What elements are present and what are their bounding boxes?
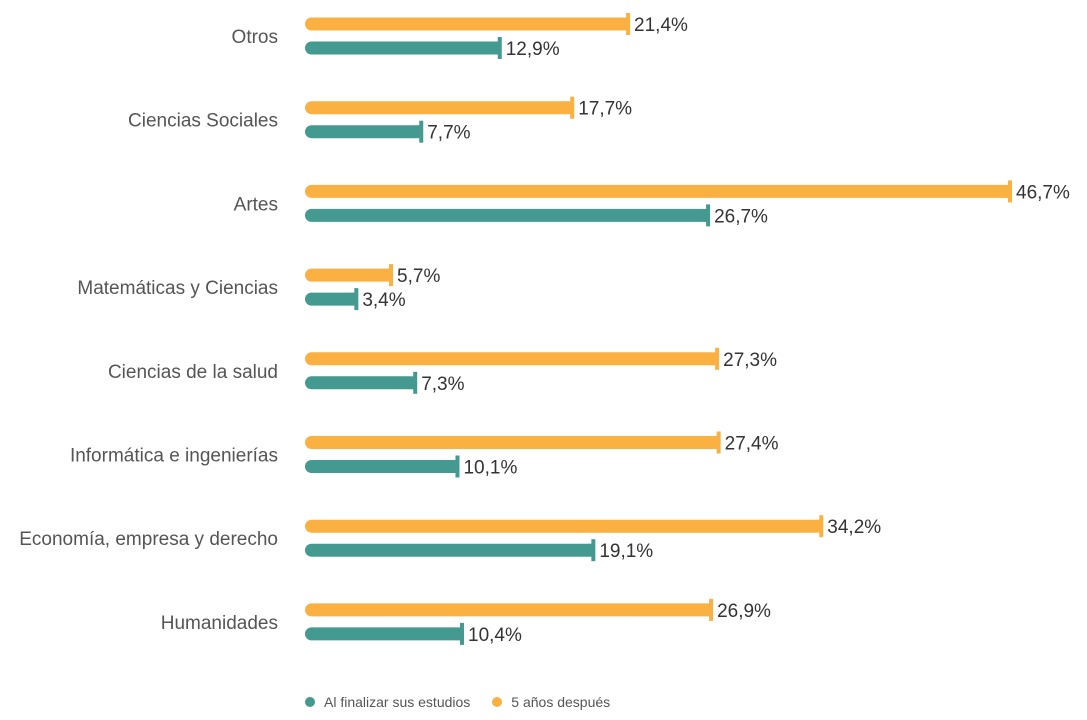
bar-end-series2-otros — [622, 17, 629, 31]
bar-tick-series1-otros — [497, 37, 502, 59]
bar-tick-series2-matematicas-y-ciencias — [389, 264, 394, 287]
data-label-series2-economia-empresa-y-derecho: 34,2% — [827, 517, 881, 538]
bar-end-series1-informatica-e-ingenierias — [451, 460, 458, 473]
bar-tick-series1-economia-empresa-y-derecho — [591, 539, 596, 562]
bar-tick-series1-ciencias-de-la-salud — [413, 371, 418, 394]
bar-series1-ciencias-sociales — [305, 125, 422, 139]
bar-tick-series2-otros — [626, 13, 631, 35]
bar-end-series1-matematicas-y-ciencias — [350, 292, 357, 306]
data-label-series2-ciencias-de-la-salud: 27,3% — [723, 350, 777, 371]
bar-tick-series1-matematicas-y-ciencias — [354, 288, 359, 311]
bar-tick-series2-economia-empresa-y-derecho — [819, 515, 824, 538]
bar-end-series1-economia-empresa-y-derecho — [587, 543, 594, 557]
legend-dot-icon-series2 — [492, 697, 503, 707]
bar-tick-series1-artes — [706, 204, 711, 227]
bar-series1-ciencias-de-la-salud — [305, 376, 416, 390]
category-label-economia-empresa-y-derecho: Economía, empresa y derecho — [19, 529, 278, 550]
bar-end-series2-humanidades — [705, 603, 712, 617]
data-label-series1-economia-empresa-y-derecho: 19,1% — [599, 541, 653, 562]
data-label-series2-humanidades: 26,9% — [717, 601, 771, 622]
bar-end-series1-humanidades — [456, 627, 463, 641]
bar-end-series2-artes — [1004, 184, 1010, 198]
bar-end-series2-matematicas-y-ciencias — [385, 268, 392, 282]
bar-series1-otros — [305, 41, 500, 55]
category-label-ciencias-sociales: Ciencias Sociales — [128, 111, 278, 132]
data-label-series2-artes: 46,7% — [1016, 182, 1070, 203]
bar-series2-ciencias-de-la-salud — [305, 352, 718, 366]
data-label-series2-matematicas-y-ciencias: 5,7% — [397, 266, 440, 287]
category-label-humanidades: Humanidades — [161, 613, 278, 634]
bar-series1-economia-empresa-y-derecho — [305, 543, 594, 557]
legend: Al finalizar sus estudios 5 años después — [305, 694, 610, 710]
category-label-informatica-e-ingenierias: Informática e ingenierías — [70, 446, 278, 467]
bar-end-series1-ciencias-de-la-salud — [409, 376, 416, 390]
data-label-series1-ciencias-sociales: 7,7% — [427, 123, 470, 144]
data-label-series1-ciencias-de-la-salud: 7,3% — [421, 374, 464, 395]
data-label-series1-informatica-e-ingenierias: 10,1% — [463, 458, 517, 479]
legend-item-5-anos: 5 años después — [492, 694, 610, 710]
legend-item-al-finalizar: Al finalizar sus estudios — [305, 694, 470, 710]
legend-label-series2: 5 años después — [511, 694, 611, 710]
legend-dot-icon-series1 — [305, 697, 315, 707]
bar-tick-series2-informatica-e-ingenierias — [716, 431, 721, 454]
bar-end-series1-ciencias-sociales — [415, 125, 422, 139]
bar-tick-series2-artes — [1008, 180, 1012, 203]
bar-series1-matematicas-y-ciencias — [305, 292, 357, 306]
bar-end-series2-ciencias-de-la-salud — [711, 352, 718, 366]
bar-series2-economia-empresa-y-derecho — [305, 519, 822, 533]
bar-tick-series2-humanidades — [709, 598, 714, 621]
bar-series2-informatica-e-ingenierias — [305, 436, 719, 449]
data-label-series2-informatica-e-ingenierias: 27,4% — [725, 434, 779, 455]
data-label-series2-ciencias-sociales: 17,7% — [578, 99, 632, 120]
bar-end-series2-economia-empresa-y-derecho — [815, 519, 822, 533]
category-label-ciencias-de-la-salud: Ciencias de la salud — [108, 362, 278, 383]
data-label-series1-matematicas-y-ciencias: 3,4% — [362, 290, 405, 311]
legend-label-series1: Al finalizar sus estudios — [324, 694, 471, 710]
bar-series1-informatica-e-ingenierias — [305, 460, 458, 473]
bar-tick-series2-ciencias-de-la-salud — [715, 347, 720, 370]
data-label-series2-otros: 21,4% — [634, 15, 688, 36]
bar-tick-series2-ciencias-sociales — [570, 96, 575, 119]
category-label-artes: Artes — [234, 194, 278, 215]
bar-series2-artes — [305, 184, 1010, 198]
bar-series1-humanidades — [305, 627, 463, 641]
bar-end-series2-ciencias-sociales — [566, 101, 573, 115]
category-label-matematicas-y-ciencias: Matemáticas y Ciencias — [77, 278, 278, 299]
bar-end-series1-artes — [702, 208, 709, 222]
data-label-series1-humanidades: 10,4% — [468, 625, 522, 646]
data-label-series1-artes: 26,7% — [714, 206, 768, 227]
bar-series2-matematicas-y-ciencias — [305, 268, 392, 282]
bar-series2-ciencias-sociales — [305, 101, 573, 115]
bar-series1-artes — [305, 208, 709, 222]
bar-series2-otros — [305, 17, 629, 31]
bar-tick-series1-ciencias-sociales — [419, 120, 424, 143]
data-label-series1-otros: 12,9% — [506, 39, 560, 60]
bar-tick-series1-humanidades — [460, 622, 465, 645]
bar-end-series2-informatica-e-ingenierias — [712, 436, 719, 449]
bar-tick-series1-informatica-e-ingenierias — [455, 455, 460, 478]
category-label-otros: Otros — [232, 27, 278, 48]
bar-series2-humanidades — [305, 603, 712, 617]
bar-end-series1-otros — [493, 41, 500, 55]
